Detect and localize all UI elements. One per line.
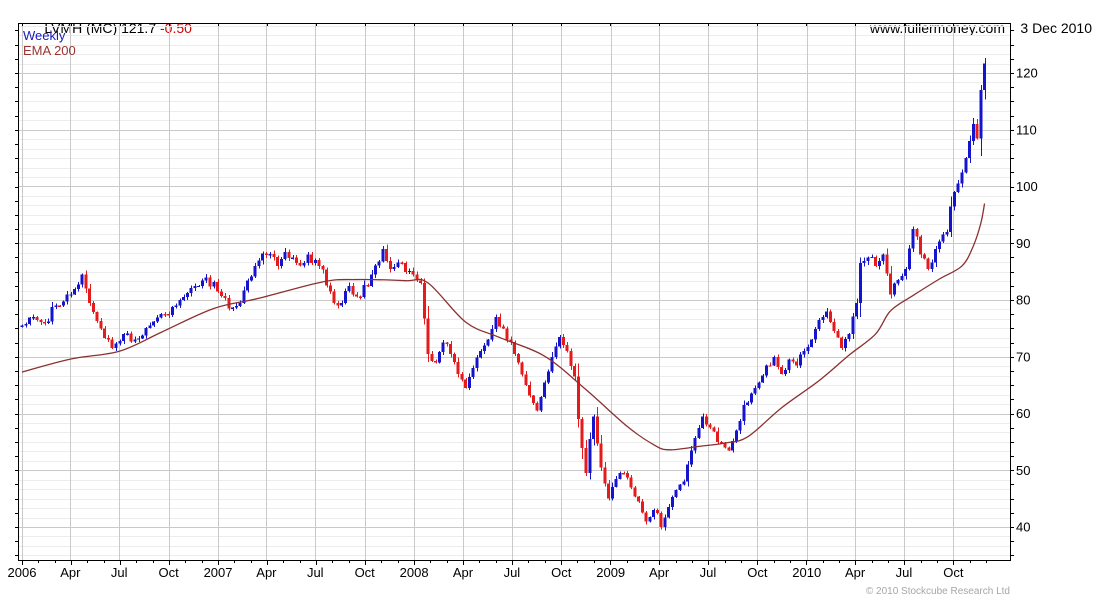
copyright-text: © 2010 Stockcube Research Ltd (865, 586, 1010, 597)
svg-text:40: 40 (1016, 520, 1030, 535)
svg-text:Jul: Jul (307, 565, 324, 580)
svg-text:60: 60 (1016, 406, 1030, 421)
svg-text:90: 90 (1016, 236, 1030, 251)
svg-text:80: 80 (1016, 293, 1030, 308)
svg-text:Apr: Apr (453, 565, 474, 580)
svg-text:Oct: Oct (355, 565, 376, 580)
svg-text:Oct: Oct (159, 565, 180, 580)
svg-text:Apr: Apr (256, 565, 277, 580)
svg-text:Apr: Apr (845, 565, 866, 580)
svg-text:Apr: Apr (649, 565, 670, 580)
svg-text:2009: 2009 (596, 565, 625, 580)
svg-text:Jul: Jul (700, 565, 717, 580)
svg-text:Jul: Jul (504, 565, 521, 580)
legend-ema-label: EMA 200 (23, 43, 76, 58)
svg-text:Oct: Oct (943, 565, 964, 580)
header-date: 3 Dec 2010 (1020, 20, 1092, 36)
svg-text:110: 110 (1016, 122, 1037, 137)
svg-text:Jul: Jul (896, 565, 913, 580)
svg-text:2008: 2008 (400, 565, 429, 580)
svg-text:50: 50 (1016, 463, 1030, 478)
svg-text:Oct: Oct (747, 565, 768, 580)
svg-text:2010: 2010 (792, 565, 821, 580)
svg-text:Oct: Oct (551, 565, 572, 580)
svg-text:2007: 2007 (204, 565, 233, 580)
svg-text:2006: 2006 (8, 565, 37, 580)
svg-text:70: 70 (1016, 349, 1030, 364)
legend-weekly-label: Weekly (23, 28, 66, 43)
svg-text:100: 100 (1016, 179, 1038, 194)
svg-text:120: 120 (1016, 66, 1038, 81)
svg-text:Jul: Jul (111, 565, 128, 580)
svg-text:Apr: Apr (60, 565, 81, 580)
